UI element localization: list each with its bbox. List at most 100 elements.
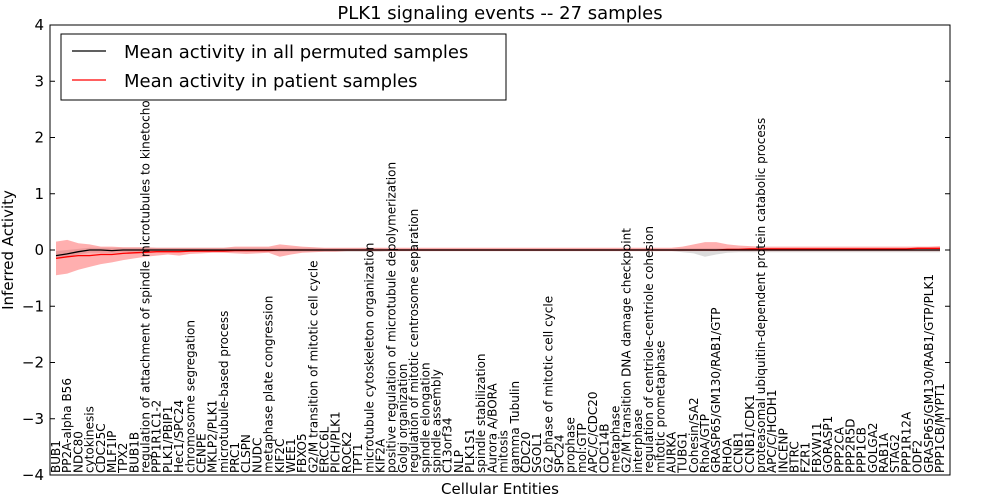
category-label: positive regulation of microtubule depol… xyxy=(385,162,399,473)
category-label: CDC20 xyxy=(519,432,533,473)
y-tick-label: −3 xyxy=(22,410,44,428)
category-label: APC/C/CDC20 xyxy=(586,391,600,473)
y-tick-label: 1 xyxy=(34,185,44,203)
chart-title: PLK1 signaling events -- 27 samples xyxy=(337,3,662,24)
category-label: SPC24 xyxy=(553,434,567,473)
category-label: microtubule-based process xyxy=(217,311,231,473)
category-label: WEE1 xyxy=(284,438,298,473)
category-label: NUDC xyxy=(250,438,264,473)
y-tick-label: −4 xyxy=(22,466,44,484)
category-label: NLP xyxy=(452,450,466,473)
category-label: spindle elongation xyxy=(418,362,432,473)
category-label: interphase xyxy=(631,409,645,473)
category-label: cytokinesis xyxy=(83,406,97,473)
y-axis-label: Inferred Activity xyxy=(0,190,17,310)
category-label: prophase xyxy=(564,417,578,473)
category-label: BTRC xyxy=(788,441,802,473)
category-label: C13orf34 xyxy=(441,418,455,473)
category-label: PICH/PLK1 xyxy=(329,411,343,473)
category-label: regulation of centriole-centriole cohesi… xyxy=(642,226,656,473)
category-label: gamma Tubulin xyxy=(508,381,522,473)
category-label: MLF1IP xyxy=(105,431,119,473)
category-label: TPT1 xyxy=(351,443,365,474)
category-label: PPP1R12A xyxy=(899,411,913,473)
category-label: APC/C/HCDH1 xyxy=(765,389,779,473)
category-label: PPP2R5D xyxy=(844,418,858,473)
category-label: PLK1S1 xyxy=(463,428,477,473)
category-label: PLK1/PBIP1 xyxy=(161,406,175,473)
y-tick-label: 0 xyxy=(34,241,44,259)
category-label: NDC80 xyxy=(71,431,85,473)
legend-label-patient: Mean activity in patient samples xyxy=(124,71,418,92)
category-label: chromosome segregation xyxy=(183,320,197,473)
category-label: RAB1A xyxy=(877,432,891,473)
category-label: mitosis xyxy=(497,430,511,473)
category-label: ERCC6L xyxy=(318,426,332,473)
category-label: GRASP65/GM130/RAB1/GTP xyxy=(709,307,723,473)
category-label: CENPE xyxy=(195,433,209,473)
category-label: GORASP1 xyxy=(821,416,835,473)
category-label: metaphase xyxy=(609,406,623,473)
category-label: GRASP65/GM130/RAB1/GTP/PLK1 xyxy=(922,274,936,473)
category-label: PPP1R1C1-2 xyxy=(150,400,164,473)
category-label: FBXO5 xyxy=(295,433,309,473)
category-label: PPP2CA xyxy=(832,426,846,473)
confidence-bands xyxy=(56,239,940,276)
category-label: PPP1CB xyxy=(855,427,869,473)
category-label: BUB1B xyxy=(127,432,141,473)
y-tick-label: −2 xyxy=(22,354,44,372)
category-label: PPP1CB/MYPT1 xyxy=(933,383,947,473)
category-label: MKLP2/PLK1 xyxy=(206,400,220,473)
category-label: GOLGA2 xyxy=(866,422,880,473)
category-label: PRC1 xyxy=(228,442,242,473)
category-label: Aurora A/BORA xyxy=(485,382,499,472)
line-series-0 xyxy=(55,249,940,257)
category-label: regulation of mitotic centrosome separat… xyxy=(407,209,421,473)
category-label: KIF2A xyxy=(374,438,388,473)
category-label: mol:GTP xyxy=(575,423,589,473)
category-label: ODF2 xyxy=(911,440,925,473)
category-label: G2/M transition of mitotic cell cycle xyxy=(306,261,320,474)
category-label: BUB1 xyxy=(49,440,63,473)
y-tick-label: 3 xyxy=(34,72,44,90)
category-label: G2/M transition DNA damage checkpoint xyxy=(620,228,634,473)
category-label: microtubule cytoskeleton organization xyxy=(362,243,376,473)
category-label: RhoA/GTP xyxy=(698,414,712,473)
category-label: CCNB1 xyxy=(732,431,746,473)
category-label: SGOL1 xyxy=(530,432,544,473)
legend: Mean activity in all permuted samples Me… xyxy=(60,33,507,101)
category-label: spindle assembly xyxy=(430,369,444,473)
legend-box xyxy=(60,33,507,101)
category-label: proteasomal ubiquitin-dependent protein … xyxy=(754,118,768,473)
category-label: Cohesin/SA2 xyxy=(687,397,701,473)
category-label: CLSPN xyxy=(239,434,253,473)
series-lines xyxy=(55,247,940,260)
category-label: ROCK2 xyxy=(340,431,354,473)
category-label: metaphase plate congression xyxy=(262,296,276,473)
category-label: RHOA xyxy=(720,437,734,473)
category-label: FBXW11 xyxy=(810,422,824,473)
category-label: CCNB1/CDK1 xyxy=(743,394,757,473)
category-label: regulation of attachment of spindle micr… xyxy=(139,88,153,473)
category-label: CDC14B xyxy=(597,423,611,473)
category-label: Hec1/SPC24 xyxy=(172,400,186,473)
category-label: STAG2 xyxy=(888,434,902,473)
y-tick-label: −1 xyxy=(22,297,44,315)
x-axis-label: Cellular Entities xyxy=(441,480,559,498)
band-series-1 xyxy=(56,239,940,276)
category-label: KIF2C xyxy=(273,439,287,473)
category-label: mitotic prometaphase xyxy=(653,341,667,474)
y-axis-ticks: 4 3 2 1 0 −1 −2 −3 −4 xyxy=(22,16,950,484)
category-label: spindle stabilization xyxy=(474,353,488,473)
category-label: TPX2 xyxy=(116,443,130,474)
category-label: AURKA xyxy=(664,431,678,473)
y-tick-label: 2 xyxy=(34,129,44,147)
category-label: TUBG1 xyxy=(676,432,690,474)
y-tick-label: 4 xyxy=(34,16,44,34)
category-label: Golgi organization xyxy=(396,364,410,473)
legend-label-permuted: Mean activity in all permuted samples xyxy=(124,42,468,63)
category-label: G2 phase of mitotic cell cycle xyxy=(541,296,555,473)
category-label: INCENP xyxy=(776,428,790,473)
